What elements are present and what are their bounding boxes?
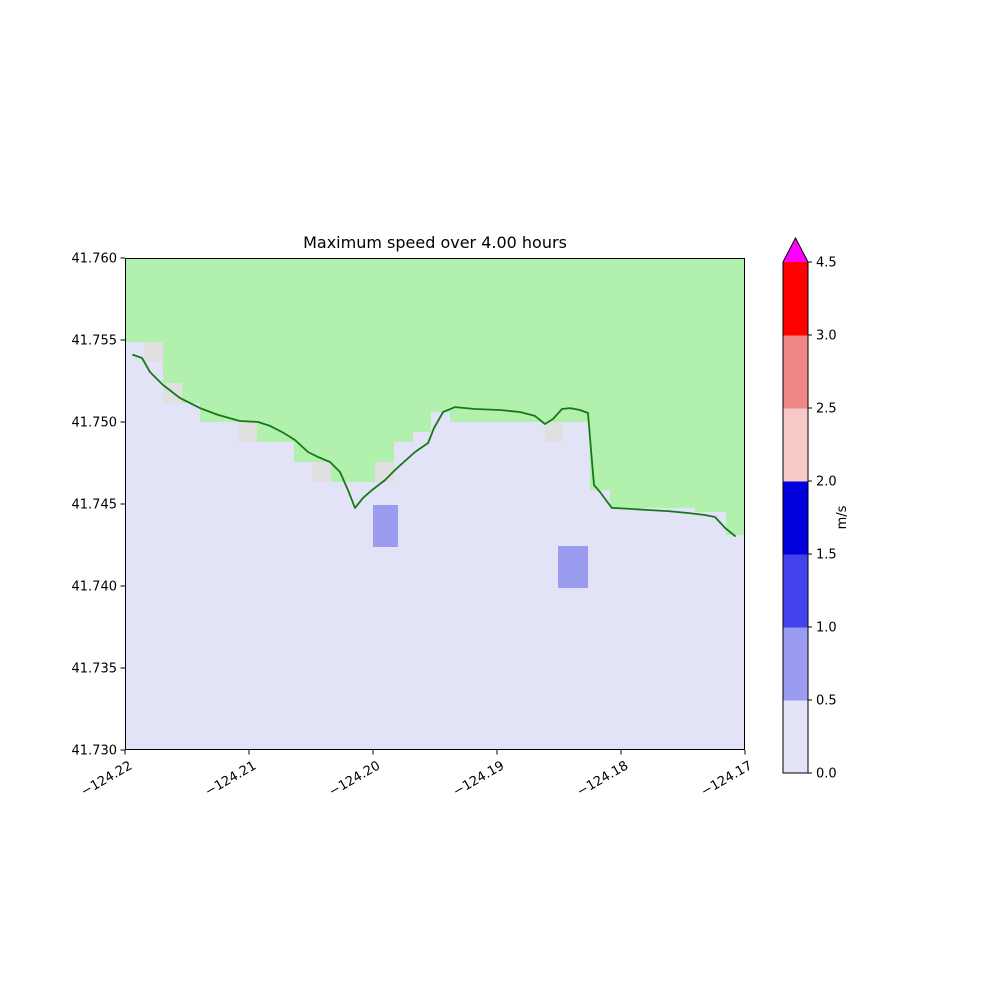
chart-title: Maximum speed over 4.00 hours	[303, 233, 567, 252]
x-tick-label: −124.22	[79, 758, 135, 799]
colorbar-segment	[783, 262, 808, 336]
y-tick-label: 41.735	[72, 662, 118, 677]
y-tick-label: 41.755	[72, 334, 118, 349]
y-tick-label: 41.730	[72, 744, 118, 759]
colorbar-outline	[782, 236, 809, 774]
speed-cell	[373, 505, 398, 547]
colorbar-over-arrow	[783, 238, 808, 262]
colorbar-segment	[783, 481, 808, 555]
colorbar-segment	[783, 700, 808, 774]
x-tick-label: −124.19	[451, 758, 507, 799]
coastline	[132, 353, 736, 537]
colorbar-segment	[783, 335, 808, 409]
x-tick-label: −124.20	[327, 758, 383, 799]
shore-cell	[312, 462, 331, 482]
y-tick-label: 41.740	[72, 580, 118, 595]
colorbar-unit-label: m/s	[835, 505, 850, 529]
x-tick-label: −124.18	[575, 758, 631, 799]
colorbar-segment	[783, 627, 808, 701]
colorbar-tick-label: 2.5	[816, 402, 837, 417]
colorbar-segment	[783, 408, 808, 482]
y-tick-label: 41.750	[72, 416, 118, 431]
y-tick-label: 41.745	[72, 498, 118, 513]
colorbar-tick-label: 1.5	[816, 548, 837, 563]
colorbar-tick-label: 4.5	[816, 256, 837, 271]
colorbar-tick-label: 3.0	[816, 329, 837, 344]
colorbar-tick-label: 2.0	[816, 475, 837, 490]
shore-cell	[144, 342, 163, 362]
axes-frame	[125, 258, 745, 750]
shore-cell	[545, 422, 563, 442]
colorbar-tick-label: 0.0	[816, 767, 837, 782]
y-tick-label: 41.760	[72, 252, 118, 267]
x-tick-label: −124.21	[203, 758, 259, 799]
x-tick-label: −124.17	[699, 758, 755, 799]
shore-cell	[238, 422, 257, 442]
colorbar-tick-label: 0.5	[816, 694, 837, 709]
land-area	[125, 258, 745, 535]
speed-cell	[558, 546, 588, 588]
colorbar-tick-label: 1.0	[816, 621, 837, 636]
colorbar-segment	[783, 554, 808, 628]
shore-cell	[375, 462, 394, 482]
